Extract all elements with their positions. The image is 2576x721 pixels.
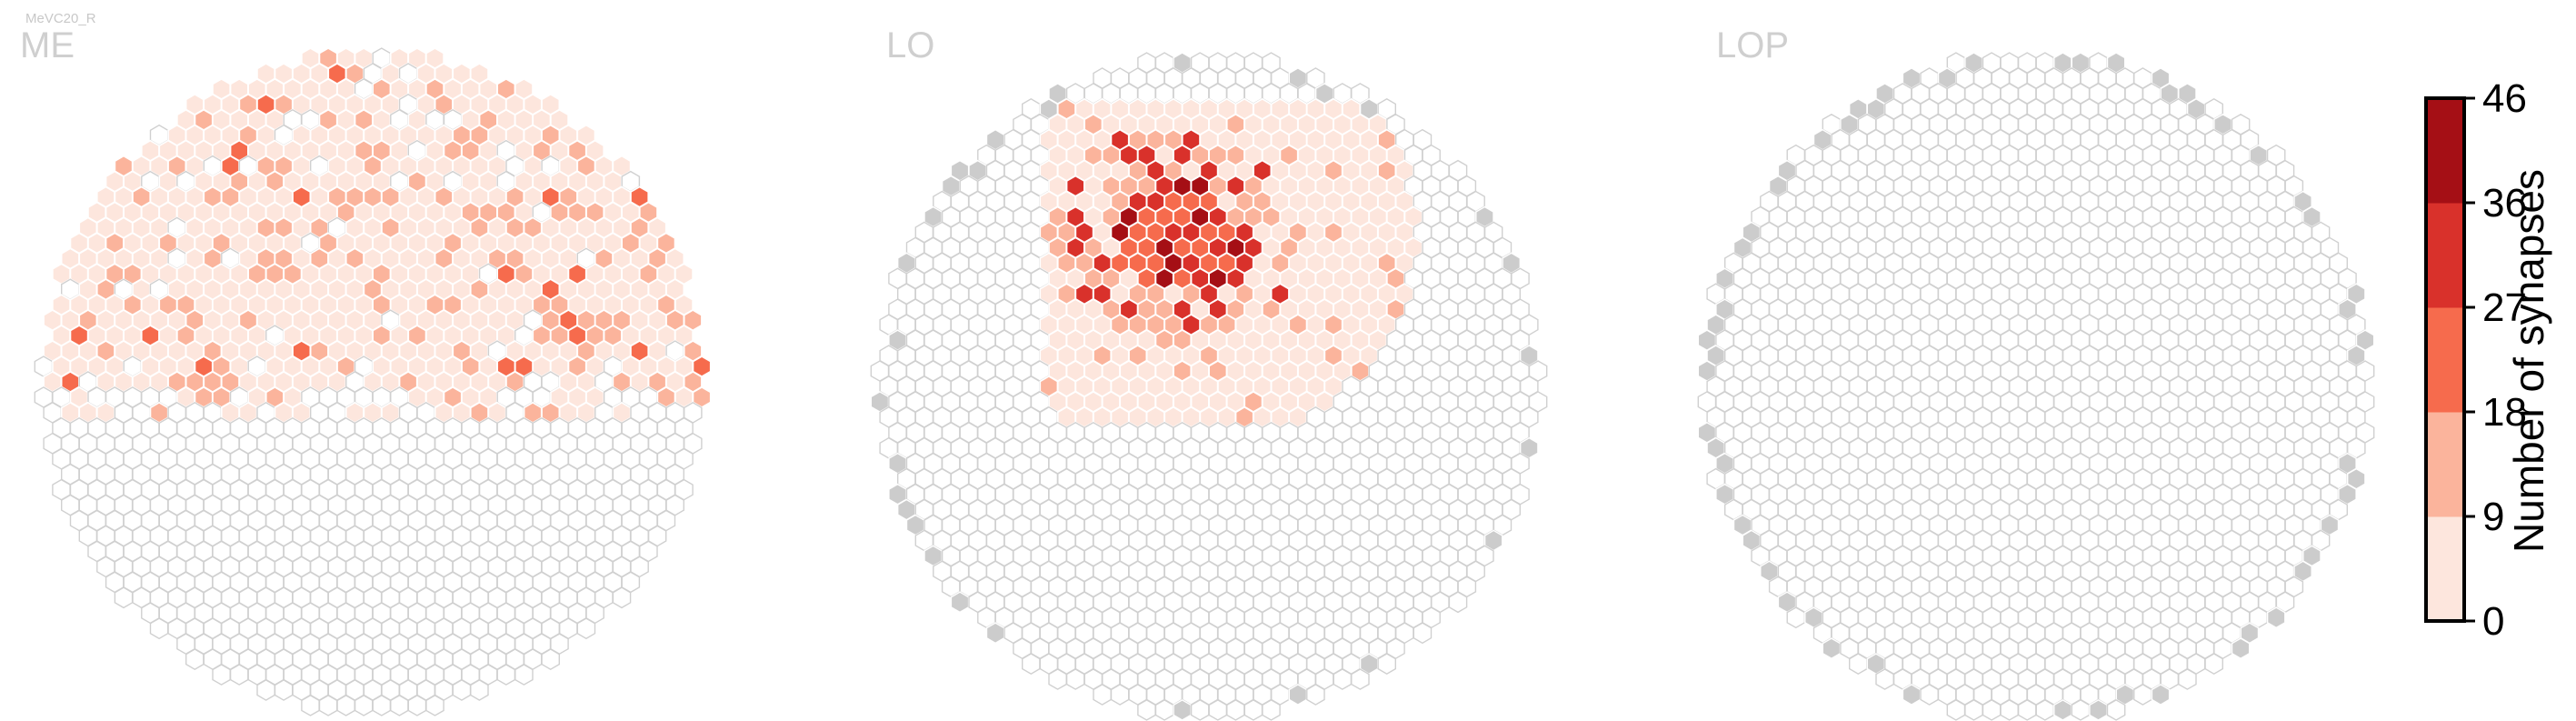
hex-cell xyxy=(1110,684,1130,706)
hex-cell xyxy=(354,695,374,716)
hex-cell xyxy=(1137,699,1156,721)
hex-cell xyxy=(2000,699,2019,721)
colorbar-label: Number of synapses xyxy=(2505,169,2552,553)
hex-cell xyxy=(950,591,970,614)
hex-grid-lop xyxy=(1697,52,2375,721)
panel-lo: LO xyxy=(870,25,1548,721)
hex-cell xyxy=(336,695,355,716)
hex-cell xyxy=(372,695,392,716)
hex-cell xyxy=(2089,699,2108,721)
colorbar-band xyxy=(2426,307,2464,413)
hex-cell xyxy=(185,648,205,671)
hex-cell xyxy=(2035,699,2055,721)
hex-cell xyxy=(1243,699,1263,721)
hex-cell xyxy=(2151,684,2171,706)
hex-cell xyxy=(452,679,472,701)
colorbar-bands xyxy=(2426,98,2464,622)
hex-cell xyxy=(1173,699,1192,721)
hex-cell xyxy=(2133,684,2152,706)
panel-lop: LOP xyxy=(1697,25,2375,721)
hex-cell xyxy=(985,622,1005,645)
hex-cell xyxy=(1093,684,1112,706)
hex-cell xyxy=(274,679,294,701)
colorbar-band xyxy=(2426,98,2464,204)
hex-grid-lo xyxy=(870,52,1548,721)
hex-cell xyxy=(301,695,320,716)
hex-cell xyxy=(1021,653,1041,676)
hex-cell xyxy=(1154,699,1174,721)
hex-cell xyxy=(390,695,409,716)
hex-cell xyxy=(1288,684,1308,706)
hex-cell xyxy=(496,664,516,686)
hex-cell xyxy=(2053,699,2072,721)
hex-cell xyxy=(1848,653,1868,676)
hex-cell xyxy=(2178,668,2197,690)
hex-cell xyxy=(212,664,231,686)
hex-cell xyxy=(2266,606,2286,629)
hex-cell xyxy=(576,617,596,640)
hex-cell xyxy=(541,648,560,671)
hex-cell xyxy=(2071,699,2091,721)
hex-cell xyxy=(1262,699,1281,721)
hex-cell xyxy=(1920,684,1939,706)
hex-cell xyxy=(1306,684,1325,706)
hex-cell xyxy=(1413,622,1433,645)
hex-cell xyxy=(514,664,534,686)
hex-cell xyxy=(1448,591,1468,614)
colorbar-band xyxy=(2426,516,2464,622)
hex-cell xyxy=(2204,653,2224,676)
hex-cell xyxy=(2231,637,2251,660)
hex-cell xyxy=(470,679,489,701)
hex-cell xyxy=(1946,699,1966,721)
cell-type-label: MeVC20_R xyxy=(25,11,96,26)
hex-cell xyxy=(1822,637,1842,660)
hex-grid-me xyxy=(34,47,712,716)
panel-me: ME xyxy=(20,25,712,716)
hex-cell xyxy=(425,695,444,716)
hex-cell xyxy=(1190,699,1210,721)
panel-title-lop: LOP xyxy=(1716,25,1789,65)
panel-title-lo: LO xyxy=(886,25,934,65)
colorbar-tick-label: 0 xyxy=(2482,599,2504,644)
hex-cell xyxy=(1048,668,1067,690)
hex-cell xyxy=(1902,684,1922,706)
panel-title-me: ME xyxy=(20,25,75,65)
colorbar-band xyxy=(2426,203,2464,308)
colorbar-tick-label: 46 xyxy=(2482,76,2527,121)
colorbar-tick-label: 9 xyxy=(2482,495,2504,539)
hex-cell xyxy=(1208,699,1228,721)
hex-cell xyxy=(1964,699,1983,721)
hex-cell xyxy=(1065,668,1085,690)
hex-cell xyxy=(1226,699,1245,721)
hex-cell xyxy=(1786,606,1806,629)
hex-cell xyxy=(149,617,169,640)
hex-cell xyxy=(2017,699,2037,721)
hex-cell xyxy=(114,586,134,609)
hex-cell xyxy=(256,679,275,701)
hex-cell xyxy=(1333,668,1353,690)
hex-cell xyxy=(318,695,338,716)
hex-cell xyxy=(2106,699,2126,721)
hex-cell xyxy=(229,664,249,686)
hex-cell xyxy=(1351,668,1370,690)
hex-cell xyxy=(1377,653,1397,676)
hex-cell xyxy=(1982,699,2002,721)
hex-cell xyxy=(407,695,427,716)
colorbar-band xyxy=(2426,412,2464,517)
hex-cell xyxy=(612,586,632,609)
hex-cell xyxy=(1875,668,1894,690)
